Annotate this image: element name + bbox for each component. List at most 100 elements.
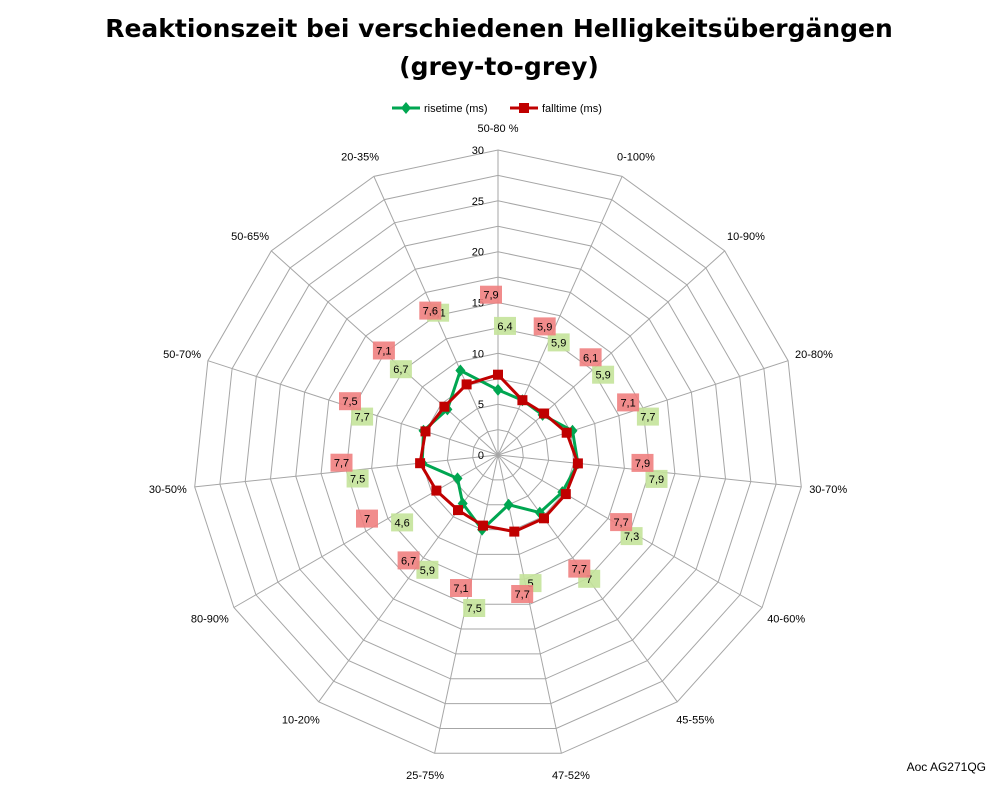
data-label-box bbox=[372, 341, 395, 360]
category-label: 0-100% bbox=[617, 151, 655, 163]
category-label: 50-70% bbox=[163, 349, 201, 361]
data-label-box bbox=[356, 509, 378, 528]
series-marker-square bbox=[560, 489, 571, 500]
data-label: 5,9 bbox=[595, 370, 610, 382]
series-marker-square bbox=[439, 401, 450, 412]
series-marker-square bbox=[493, 369, 503, 380]
grid-ring bbox=[320, 276, 676, 630]
series-marker-square bbox=[415, 458, 426, 469]
data-label-box bbox=[617, 393, 640, 412]
footer-note: Aoc AG271QG bbox=[906, 760, 986, 774]
radial-tick-label: 10 bbox=[472, 348, 484, 360]
data-label-box bbox=[636, 407, 659, 426]
data-label: 7,1 bbox=[376, 346, 391, 358]
grid-spoke bbox=[318, 454, 499, 703]
data-label: 7,5 bbox=[467, 603, 482, 615]
chart-title-line-1: Reaktionszeit bei verschiedenen Helligke… bbox=[105, 14, 893, 43]
data-label: 6,4 bbox=[497, 321, 512, 333]
grid-ring bbox=[446, 403, 550, 506]
legend-marker-diamond bbox=[401, 102, 411, 114]
data-label-box bbox=[568, 559, 591, 578]
data-label-box bbox=[620, 527, 643, 546]
category-label: 20-35% bbox=[341, 151, 379, 163]
data-label-box bbox=[533, 317, 556, 336]
data-label: 7 bbox=[586, 574, 592, 586]
radial-tick-label: 0 bbox=[478, 450, 484, 462]
data-label: 6,7 bbox=[401, 555, 416, 567]
category-label: 10-90% bbox=[727, 231, 765, 243]
data-label: 7,9 bbox=[483, 290, 498, 302]
data-label-box bbox=[419, 301, 442, 320]
grid-spoke bbox=[233, 454, 499, 608]
data-label: 7,1 bbox=[453, 583, 468, 595]
series-marker-square bbox=[539, 513, 549, 524]
grid-ring bbox=[219, 174, 777, 729]
data-label: 7,9 bbox=[635, 458, 650, 470]
grid-ring bbox=[269, 225, 727, 680]
data-label: 7,6 bbox=[423, 306, 438, 318]
series-marker-square bbox=[431, 485, 442, 496]
category-label: 30-70% bbox=[809, 484, 847, 496]
data-label-box bbox=[391, 513, 414, 532]
category-label: 50-65% bbox=[231, 231, 269, 243]
category-label: 80-90% bbox=[191, 614, 229, 626]
legend-label: risetime (ms) bbox=[424, 103, 488, 115]
series-marker-diamond bbox=[455, 364, 466, 377]
grid-ring bbox=[472, 429, 524, 481]
data-label: 5,9 bbox=[551, 337, 566, 349]
grid-ring bbox=[371, 327, 625, 580]
data-label: 7,3 bbox=[624, 531, 639, 543]
grid-spoke bbox=[497, 176, 623, 456]
data-label-box bbox=[416, 560, 439, 579]
data-label-box bbox=[631, 453, 654, 472]
data-label-box bbox=[346, 469, 369, 488]
category-label: 30-50% bbox=[149, 484, 187, 496]
grid-ring bbox=[194, 149, 802, 754]
data-label: 7,1 bbox=[620, 397, 635, 409]
grid-ring bbox=[396, 352, 600, 555]
data-label: 6,1 bbox=[583, 352, 598, 364]
data-label: 7,7 bbox=[572, 564, 587, 576]
radial-tick-label: 25 bbox=[472, 196, 484, 208]
data-label: 5,9 bbox=[537, 321, 552, 333]
series-marker-square bbox=[461, 379, 472, 390]
series-marker-square bbox=[509, 526, 520, 537]
chart-title-line-2: (grey-to-grey) bbox=[399, 52, 599, 81]
radial-tick-label: 20 bbox=[472, 247, 484, 259]
data-label-box bbox=[592, 365, 615, 384]
grid-ring bbox=[295, 251, 701, 655]
series-marker-square bbox=[420, 426, 431, 437]
category-label: 45-55% bbox=[676, 715, 714, 727]
data-label: 7,7 bbox=[354, 412, 369, 424]
legend-label: falltime (ms) bbox=[542, 103, 602, 115]
data-label-box bbox=[547, 333, 570, 352]
data-label: 7,5 bbox=[350, 474, 365, 486]
data-label: 7,7 bbox=[334, 458, 349, 470]
data-label: 6,7 bbox=[393, 364, 408, 376]
category-label: 25-75% bbox=[406, 770, 444, 782]
data-label-box bbox=[480, 285, 502, 304]
data-label: 7,9 bbox=[649, 474, 664, 486]
data-label: 7,7 bbox=[640, 412, 655, 424]
series-marker-diamond bbox=[452, 472, 463, 485]
data-label-box bbox=[330, 453, 353, 472]
data-label-box bbox=[397, 551, 420, 570]
series-marker-square bbox=[478, 520, 488, 531]
radial-tick-label: 5 bbox=[478, 399, 484, 411]
grid-ring bbox=[345, 301, 651, 605]
radial-tick-label: 30 bbox=[472, 145, 484, 157]
data-label-box bbox=[494, 316, 516, 335]
data-label-box bbox=[339, 392, 361, 411]
series-line bbox=[418, 373, 580, 534]
category-label: 47-52% bbox=[552, 770, 590, 782]
series-marker-square bbox=[539, 408, 550, 419]
category-label: 20-80% bbox=[795, 349, 833, 361]
data-label: 4,6 bbox=[394, 517, 409, 529]
series-marker-square bbox=[561, 427, 572, 438]
data-label-box bbox=[645, 469, 668, 488]
data-label-box bbox=[463, 599, 486, 617]
data-label: 7,5 bbox=[342, 396, 357, 408]
data-label: 5,9 bbox=[420, 565, 435, 577]
legend-marker-square bbox=[519, 103, 529, 113]
